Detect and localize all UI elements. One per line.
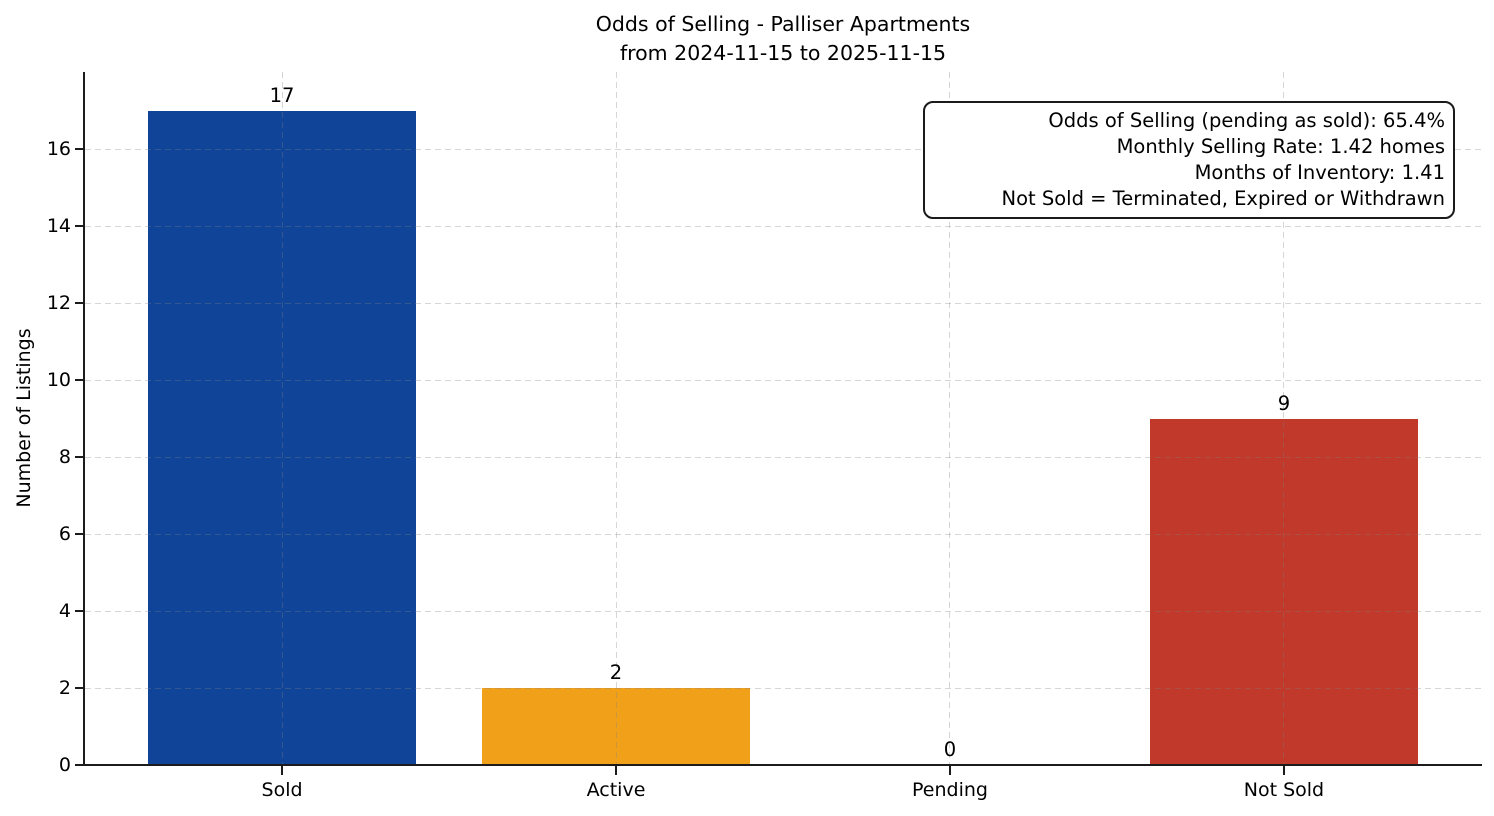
y-tick-mark bbox=[75, 764, 84, 766]
x-axis-spine bbox=[83, 764, 1482, 766]
chart-title: Odds of Selling - Palliser Apartments bbox=[595, 12, 971, 36]
x-tick-label-sold: Sold bbox=[261, 779, 303, 801]
x-tick-label-active: Active bbox=[586, 779, 646, 801]
bar-value-label-active: 2 bbox=[609, 661, 623, 684]
y-axis-spine bbox=[83, 72, 85, 766]
gridline-vertical bbox=[1283, 72, 1285, 765]
y-tick-mark bbox=[75, 302, 84, 304]
bar-active bbox=[482, 688, 750, 765]
y-tick-label: 0 bbox=[58, 754, 71, 776]
annotation-line-selling-rate: Monthly Selling Rate: 1.42 homes bbox=[1116, 135, 1445, 158]
y-tick-label: 12 bbox=[46, 292, 71, 314]
y-tick-mark bbox=[75, 225, 84, 227]
x-tick-mark bbox=[281, 766, 284, 775]
y-tick-mark bbox=[75, 610, 84, 612]
y-tick-label: 4 bbox=[58, 600, 71, 622]
gridline-horizontal bbox=[85, 610, 1481, 612]
y-tick-mark bbox=[75, 533, 84, 535]
x-tick-mark bbox=[1282, 766, 1285, 775]
y-tick-label: 6 bbox=[58, 523, 71, 545]
y-axis-label: Number of Listings bbox=[13, 328, 35, 508]
bar-sold bbox=[148, 110, 416, 765]
y-tick-mark bbox=[75, 456, 84, 458]
y-tick-label: 14 bbox=[46, 215, 71, 237]
annotation-box: Odds of Selling (pending as sold): 65.4%… bbox=[923, 101, 1455, 219]
bar-value-label-pending: 0 bbox=[943, 738, 957, 761]
gridline-horizontal bbox=[85, 225, 1481, 227]
x-tick-mark bbox=[948, 766, 951, 775]
y-tick-mark bbox=[75, 148, 84, 150]
y-tick-label: 2 bbox=[58, 677, 71, 699]
x-tick-label-pending: Pending bbox=[912, 779, 988, 801]
gridline-vertical bbox=[281, 72, 283, 765]
chart-title-block: Odds of Selling - Palliser Apartments fr… bbox=[85, 10, 1481, 68]
gridline-horizontal bbox=[85, 302, 1481, 304]
gridline-horizontal bbox=[85, 456, 1481, 458]
annotation-line-not-sold-note: Not Sold = Terminated, Expired or Withdr… bbox=[1001, 187, 1445, 210]
y-tick-label: 16 bbox=[46, 138, 71, 160]
bar-not-sold bbox=[1150, 418, 1418, 765]
bar-value-label-not-sold: 9 bbox=[1277, 391, 1291, 415]
gridline-vertical bbox=[615, 72, 617, 765]
gridline-horizontal bbox=[85, 148, 1481, 150]
annotation-line-odds: Odds of Selling (pending as sold): 65.4% bbox=[1048, 109, 1445, 132]
annotation-line-inventory: Months of Inventory: 1.41 bbox=[1194, 161, 1445, 184]
gridline-horizontal bbox=[85, 379, 1481, 381]
y-tick-label: 8 bbox=[58, 446, 71, 468]
gridline-vertical bbox=[949, 72, 951, 765]
x-tick-label-not-sold: Not Sold bbox=[1243, 779, 1325, 801]
chart-subtitle: from 2024-11-15 to 2025-11-15 bbox=[619, 41, 947, 65]
gridline-horizontal bbox=[85, 533, 1481, 535]
y-tick-label: 10 bbox=[46, 369, 71, 391]
gridline-horizontal bbox=[85, 687, 1481, 689]
bar-value-label-sold: 17 bbox=[269, 83, 295, 107]
x-tick-mark bbox=[615, 766, 617, 775]
y-tick-mark bbox=[75, 379, 84, 381]
y-tick-mark bbox=[75, 687, 84, 689]
